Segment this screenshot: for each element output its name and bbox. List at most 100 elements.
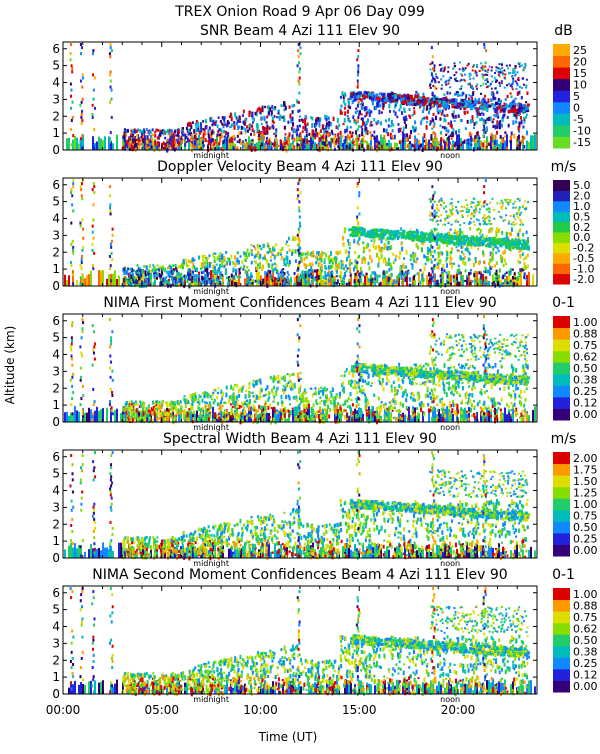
y-tick-label: 2	[52, 517, 60, 531]
x-tick-label: 15:00	[342, 703, 377, 717]
y-tick-label: 5	[52, 467, 60, 481]
panel-title: NIMA Second Moment Confidences Beam 4 Az…	[92, 567, 507, 583]
colorbar-swatch	[553, 544, 570, 556]
x-tick-label: 00:00	[46, 703, 81, 717]
colorbar-label: 0.75	[573, 510, 598, 523]
colorbar-swatch	[553, 328, 570, 340]
colorbar-swatch	[553, 397, 570, 409]
colorbar-swatch	[553, 222, 570, 233]
colorbar-label: -10	[573, 125, 591, 138]
colorbar-swatch	[553, 498, 570, 510]
heatmap-texture	[64, 179, 534, 288]
colorbar-label: 0.50	[573, 521, 598, 534]
colorbar-swatch	[553, 588, 570, 600]
colorbar-swatch	[553, 316, 570, 328]
colorbar-label: 0.25	[573, 385, 598, 398]
colorbar-swatch	[553, 521, 570, 533]
colorbar-swatch	[553, 79, 570, 91]
y-tick-label: 5	[52, 331, 60, 345]
colorbar-label: 0.75	[573, 339, 598, 352]
colorbar-swatch	[553, 339, 570, 351]
colorbar-swatch	[553, 242, 570, 253]
colorbar-label: 0.12	[573, 669, 598, 682]
colorbar-swatch	[553, 680, 570, 692]
colorbar-swatch	[553, 374, 570, 386]
colorbar-label: 0.50	[573, 362, 598, 375]
colorbar-label: -5	[573, 113, 584, 126]
colorbar-label: 0.38	[573, 646, 598, 659]
colorbar-label: -15	[573, 136, 591, 149]
panel-4: Spectral Width Beam 4 Azi 111 Elev 90 m/s…	[52, 431, 597, 568]
colorbar-label: 0.38	[573, 374, 598, 387]
colorbar-label: 0.62	[573, 350, 598, 363]
colorbar-label: 5.0	[573, 179, 591, 192]
colorbar-swatch	[553, 475, 570, 487]
panel-title: Doppler Velocity Beam 4 Azi 111 Elev 90	[157, 159, 443, 175]
colorbar-unit: dB	[554, 23, 573, 39]
y-tick-label: 4	[52, 76, 60, 90]
y-tick-label: 1	[52, 670, 60, 684]
y-tick-label: 1	[52, 534, 60, 548]
x-tick-label: 10:00	[243, 703, 278, 717]
colorbar-label: 0.62	[573, 622, 598, 635]
colorbar-swatch	[553, 263, 570, 274]
y-tick-label: 2	[52, 109, 60, 123]
y-tick-label: 3	[52, 636, 60, 650]
colorbar-swatch	[553, 180, 570, 191]
noon-marker: noon	[440, 151, 460, 160]
colorbar-swatch	[553, 44, 570, 56]
colorbar-swatch	[553, 67, 570, 79]
y-tick-label: 6	[52, 314, 60, 328]
colorbar-label: 2.00	[573, 452, 598, 465]
colorbar-swatch	[553, 510, 570, 522]
colorbar-label: 1.00	[573, 498, 598, 511]
y-tick-label: 6	[52, 586, 60, 600]
noon-marker: noon	[440, 423, 460, 432]
colorbar-swatch	[553, 56, 570, 68]
panel-5: NIMA Second Moment Confidences Beam 4 Az…	[52, 567, 597, 704]
colorbar-label: 25	[573, 44, 587, 57]
colorbar-swatch	[553, 657, 570, 669]
colorbar-swatch	[553, 125, 570, 137]
colorbar-label: 0.00	[573, 680, 598, 693]
colorbar-label: 0.00	[573, 544, 598, 557]
y-tick-label: 2	[52, 381, 60, 395]
y-tick-label: 3	[52, 228, 60, 242]
y-tick-label: 0	[52, 551, 60, 565]
y-tick-label: 4	[52, 348, 60, 362]
heatmap-texture	[64, 315, 536, 425]
colorbar-label: 0.00	[573, 408, 598, 421]
colorbar-label: 0.75	[573, 611, 598, 624]
colorbar-swatch	[553, 201, 570, 212]
colorbar-swatch	[553, 113, 570, 125]
colorbar-label: 0.25	[573, 657, 598, 670]
colorbar-swatch	[553, 211, 570, 222]
colorbar-label: 1.00	[573, 316, 598, 329]
y-tick-label: 3	[52, 364, 60, 378]
colorbar-swatch	[553, 634, 570, 646]
colorbar-swatch	[553, 611, 570, 623]
colorbar-swatch	[553, 362, 570, 374]
y-tick-label: 1	[52, 262, 60, 276]
y-tick-label: 6	[52, 42, 60, 56]
y-tick-label: 6	[52, 178, 60, 192]
y-tick-label: 4	[52, 484, 60, 498]
y-tick-label: 1	[52, 126, 60, 140]
colorbar-unit: m/s	[551, 431, 577, 447]
colorbar-label: 1.25	[573, 486, 598, 499]
colorbar-swatch	[553, 274, 570, 285]
x-axis-label: Time (UT)	[258, 730, 318, 744]
heatmap-texture	[68, 587, 536, 696]
panel-title: Spectral Width Beam 4 Azi 111 Elev 90	[163, 431, 437, 447]
colorbar-label: 0.88	[573, 327, 598, 340]
y-tick-label: 3	[52, 92, 60, 106]
colorbar-swatch	[553, 487, 570, 499]
colorbar-label: 0.50	[573, 634, 598, 647]
colorbar: 0.000.120.250.380.500.620.750.881.00	[553, 588, 598, 693]
colorbar-label: 15	[573, 67, 587, 80]
colorbar-swatch	[553, 351, 570, 363]
y-tick-label: 4	[52, 212, 60, 226]
panel-title: NIMA First Moment Confidences Beam 4 Azi…	[103, 295, 496, 311]
